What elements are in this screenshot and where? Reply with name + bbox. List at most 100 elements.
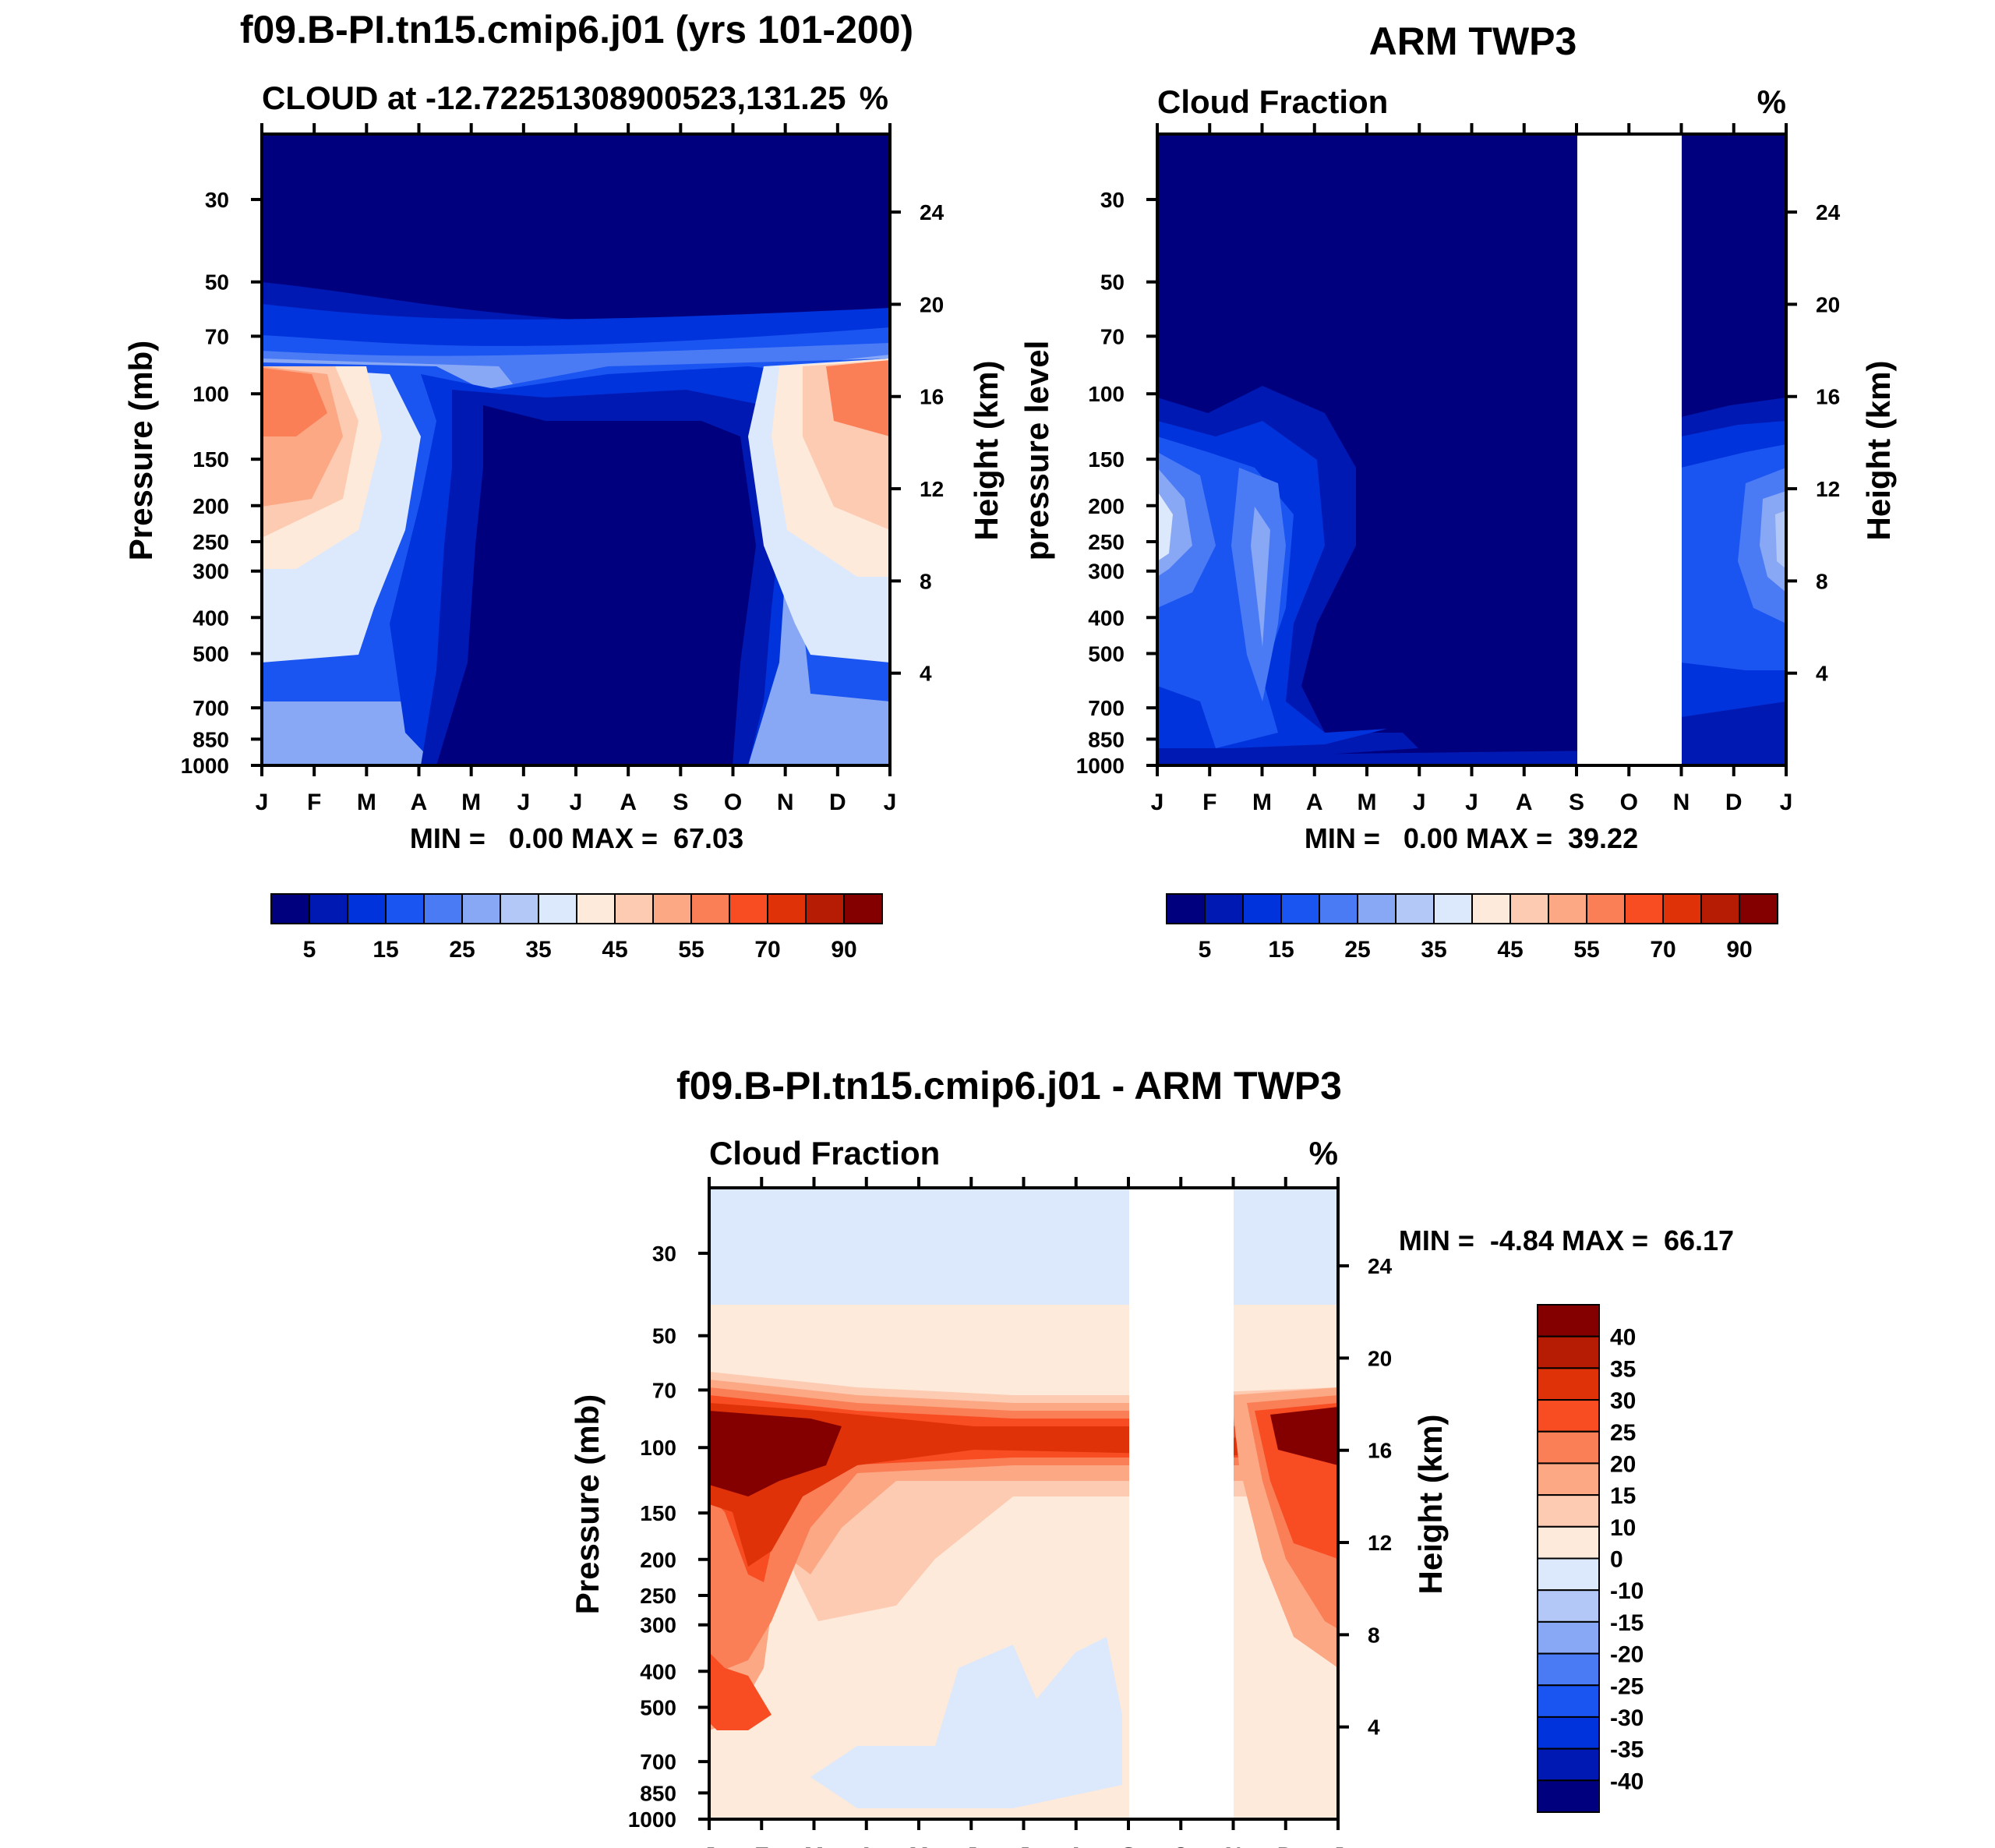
panel-model-y-axis: 30 50 70 100 150 200 250 300 400 500 700 850 1000 24 2… — [181, 188, 945, 778]
y-tick-label-height: 24 — [920, 200, 945, 224]
colorbar-swatch — [270, 893, 310, 924]
panel-obs-left-title: Cloud Fraction — [1157, 83, 1388, 120]
x-tick-label: M — [1252, 790, 1272, 815]
x-tick-label: D — [1277, 1843, 1294, 1848]
y-tick-label-pressure: 70 — [205, 324, 229, 348]
panel-obs-contours — [1157, 134, 1786, 765]
y-tick-label-pressure: 850 — [1088, 727, 1125, 751]
colorbar-label: 20 — [1610, 1451, 1636, 1477]
colorbar-swatch — [1280, 893, 1320, 924]
colorbar-label: 15 — [1268, 937, 1294, 963]
colorbar-swatch — [652, 893, 692, 924]
colorbar-label: 15 — [373, 937, 398, 963]
colorbar-label: 70 — [1650, 937, 1675, 963]
y-tick-label-pressure: 70 — [652, 1378, 676, 1402]
colorbar-swatch — [1586, 893, 1626, 924]
colorbar-swatch — [1242, 893, 1282, 924]
colorbar-label: -10 — [1610, 1578, 1644, 1604]
y-tick-label-height: 12 — [1816, 477, 1840, 501]
panel-model-colorbar: 5 15 25 35 45 55 70 90 — [270, 893, 883, 963]
x-tick-label: S — [1121, 1843, 1136, 1848]
y-tick-label-height: 16 — [1816, 385, 1840, 409]
y-tick-label-pressure: 200 — [192, 494, 229, 518]
colorbar-swatch — [1537, 1525, 1600, 1560]
y-tick-label-pressure: 100 — [1088, 382, 1125, 406]
x-tick-label: S — [673, 790, 688, 815]
colorbar-swatch — [843, 893, 883, 924]
colorbar-swatch — [1357, 893, 1396, 924]
x-tick-label: S — [1569, 790, 1584, 815]
colorbar-label: -25 — [1610, 1673, 1644, 1699]
colorbar-swatch — [576, 893, 616, 924]
contour-right-level-35 — [1775, 511, 1786, 569]
x-tick-label: A — [411, 790, 428, 815]
y-tick-label-pressure: 850 — [192, 727, 229, 751]
colorbar-swatch — [1471, 893, 1511, 924]
colorbar-swatch — [1509, 893, 1549, 924]
y-tick-label-pressure: 250 — [640, 1584, 676, 1608]
y-tick-label-pressure: 150 — [640, 1501, 676, 1525]
y-tick-label-pressure: 700 — [640, 1750, 676, 1774]
colorbar-swatch — [423, 893, 463, 924]
contour-left-warm-4 — [262, 368, 327, 436]
colorbar-swatch — [1700, 893, 1740, 924]
x-tick-label: N — [777, 790, 794, 815]
x-tick-label: J — [1332, 1843, 1345, 1848]
colorbar-label: -30 — [1610, 1705, 1644, 1731]
y-tick-label-pressure: 200 — [1088, 494, 1125, 518]
colorbar-swatch — [1319, 893, 1358, 924]
x-tick-label: O — [1620, 790, 1638, 815]
y-tick-label-pressure: 500 — [640, 1695, 676, 1719]
x-tick-label: M — [909, 1843, 929, 1848]
panel-diff: f09.B-PI.tn15.cmip6.j01 - ARM TWP3 Cloud… — [569, 1064, 1734, 1848]
x-tick-label: J — [570, 790, 583, 815]
colorbar-swatch — [1537, 1684, 1600, 1718]
y-tick-label-pressure: 250 — [1088, 530, 1125, 554]
panel-diff-left-title: Cloud Fraction — [709, 1135, 940, 1171]
colorbar-swatch — [1537, 1399, 1600, 1433]
y-tick-label-pressure: 30 — [652, 1242, 676, 1266]
colorbar-label: 30 — [1610, 1388, 1636, 1414]
panel-model-stats: MIN = 0.00 MAX = 67.03 — [410, 822, 743, 854]
x-tick-label: M — [357, 790, 376, 815]
colorbar-swatch — [1537, 1367, 1600, 1401]
x-tick-label: O — [1172, 1843, 1190, 1848]
colorbar-label: 15 — [1610, 1483, 1636, 1509]
colorbar-label: 25 — [1610, 1420, 1636, 1446]
x-tick-label: N — [1673, 790, 1690, 815]
colorbar-label: 55 — [678, 937, 704, 963]
colorbar-label: -40 — [1610, 1768, 1644, 1794]
y-tick-label-pressure: 30 — [205, 188, 229, 212]
y-tick-label-pressure: 700 — [1088, 696, 1125, 720]
colorbar-swatch — [1537, 1494, 1600, 1528]
colorbar-swatch — [614, 893, 654, 924]
colorbar-label: 5 — [303, 937, 316, 963]
colorbar-swatch — [1537, 1557, 1600, 1592]
x-tick-label: F — [754, 1843, 768, 1848]
y-tick-label-height: 4 — [1368, 1715, 1380, 1740]
contour-level-40 — [709, 1411, 842, 1496]
y-tick-label-pressure: 100 — [192, 382, 229, 406]
panel-obs-y-axis: 30 50 70 100 150 200 250 300 400 500 700 850 1000 24 2… — [1076, 188, 1841, 778]
y-tick-label-pressure: 250 — [192, 530, 229, 554]
y-tick-label-height: 4 — [920, 662, 932, 686]
y-tick-label-pressure: 300 — [1088, 560, 1125, 584]
colorbar-swatch — [1548, 893, 1587, 924]
colorbar-swatch — [1537, 1779, 1600, 1813]
colorbar-label: 25 — [1344, 937, 1370, 963]
panel-model-left-title: CLOUD at -12.72251308900523,131.25 — [262, 80, 846, 116]
y-tick-label-height: 24 — [1816, 200, 1841, 224]
colorbar-label: -15 — [1610, 1610, 1644, 1636]
colorbar-swatch — [805, 893, 845, 924]
colorbar-swatch — [1537, 1589, 1600, 1623]
y-tick-label-height: 16 — [920, 385, 944, 409]
y-tick-label-pressure: 70 — [1100, 324, 1125, 348]
panel-model: f09.B-PI.tn15.cmip6.j01 (yrs 101-200) CL… — [122, 8, 1005, 963]
contour-march-core — [1251, 507, 1270, 647]
colorbar-label: 70 — [754, 937, 780, 963]
panel-obs-figure-title: ARM TWP3 — [1369, 19, 1577, 63]
